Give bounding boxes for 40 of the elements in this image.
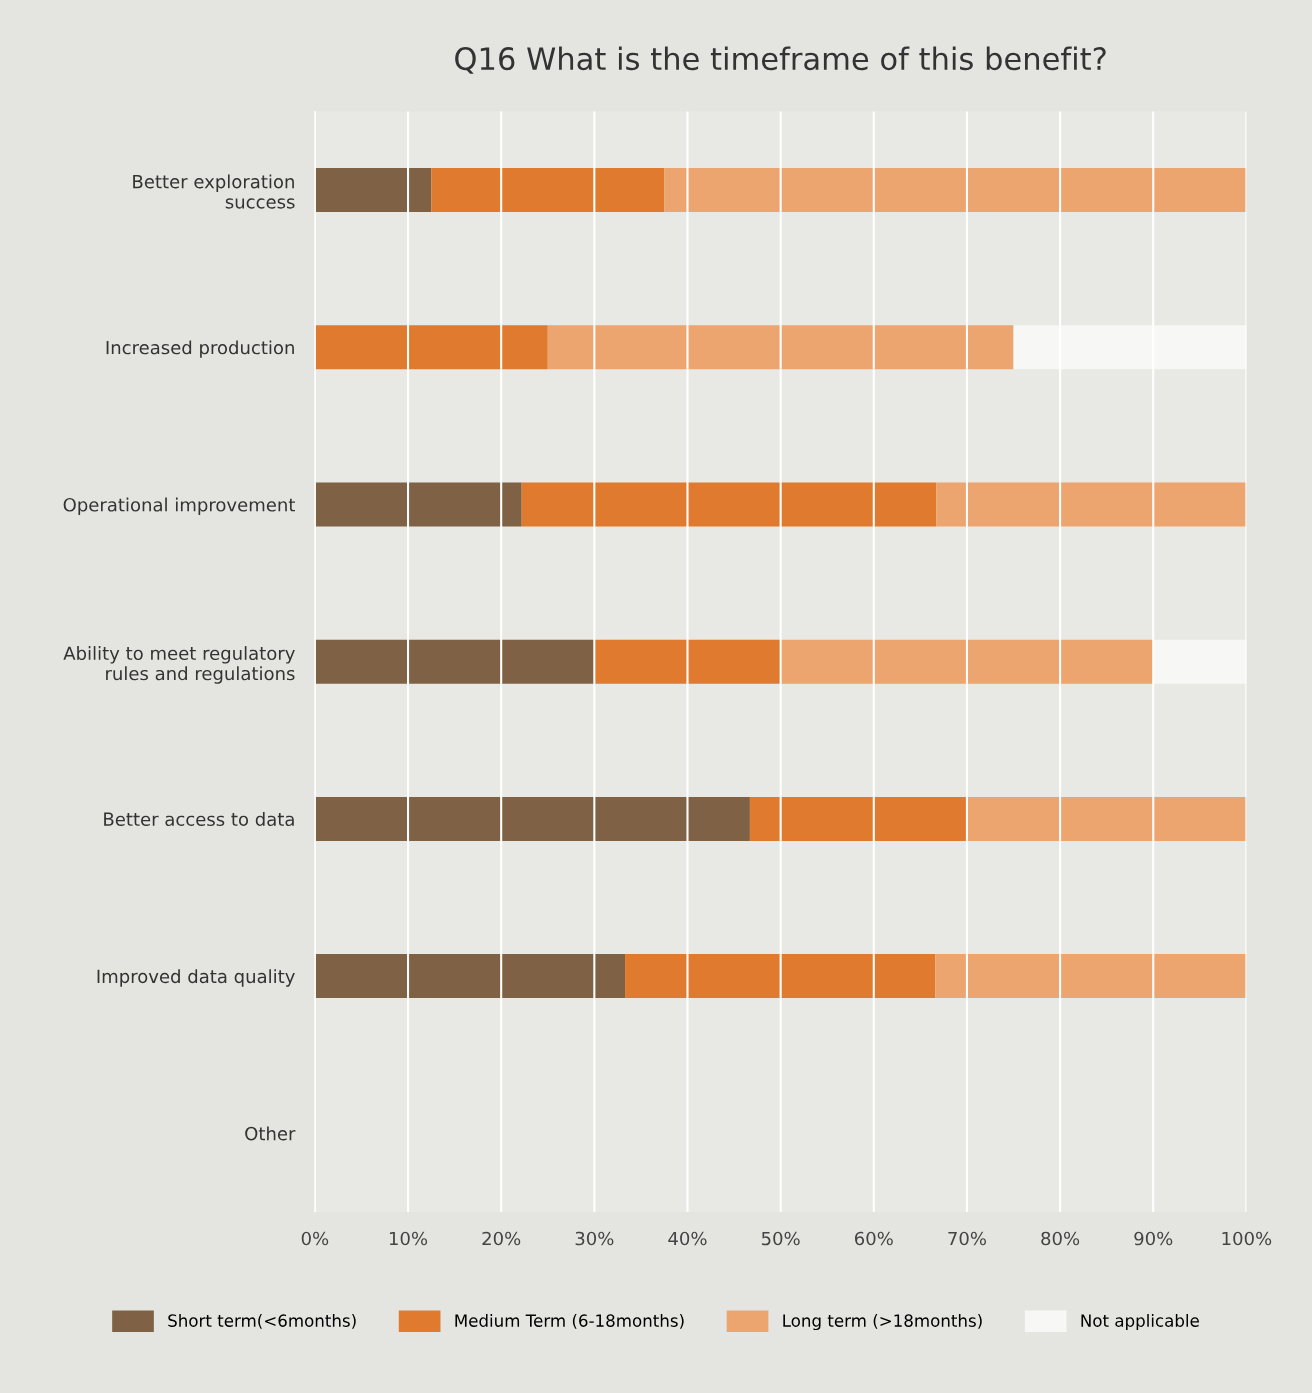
y-tick-label: Better access to data (104, 812, 294, 826)
bar (314, 796, 750, 841)
x-tick-label: 10% (389, 1231, 428, 1246)
bar (314, 639, 595, 684)
bar (664, 168, 1247, 213)
x-tick-label: 50% (761, 1231, 800, 1246)
x-tick-label: 60% (854, 1231, 893, 1246)
x-tick-label: 100% (1222, 1231, 1272, 1246)
bar (749, 796, 967, 841)
bar (625, 954, 936, 999)
y-tick-label: Improved data quality (97, 969, 295, 987)
bar (314, 954, 626, 999)
bar (314, 482, 522, 527)
x-tick-label: 20% (482, 1231, 521, 1246)
legend-label: Short term(<6months) (168, 1313, 356, 1329)
bar (431, 168, 665, 213)
bar (314, 168, 432, 213)
x-tick-label: 40% (668, 1231, 707, 1246)
y-tick-label: Operational improvement (63, 497, 295, 516)
bar (936, 482, 1247, 527)
y-tick-label: Increased production (106, 340, 294, 358)
legend-label: Not applicable (1081, 1313, 1199, 1331)
bar (547, 325, 1014, 370)
bar (966, 796, 1247, 841)
y-tick-label: Better exploration success (133, 174, 295, 209)
x-tick-label: 0% (301, 1231, 329, 1246)
bar (935, 954, 1247, 999)
x-tick-label: 80% (1041, 1231, 1080, 1246)
bar (594, 639, 781, 684)
bar (521, 482, 937, 527)
x-tick-label: 70% (948, 1231, 987, 1246)
legend-label: Long term (>18months) (783, 1313, 982, 1331)
x-tick-label: 90% (1134, 1231, 1173, 1246)
y-tick-label: Ability to meet regulatory rules and regulations (63, 646, 295, 684)
x-tick-label: 30% (575, 1231, 614, 1246)
bar (314, 325, 548, 370)
y-tick-label: Other (245, 1126, 296, 1141)
legend-label: Medium Term (6-18months) (455, 1313, 684, 1329)
chart-title: Q16 What is the timeframe of this benefit? (455, 46, 1106, 74)
bar (780, 639, 1154, 684)
